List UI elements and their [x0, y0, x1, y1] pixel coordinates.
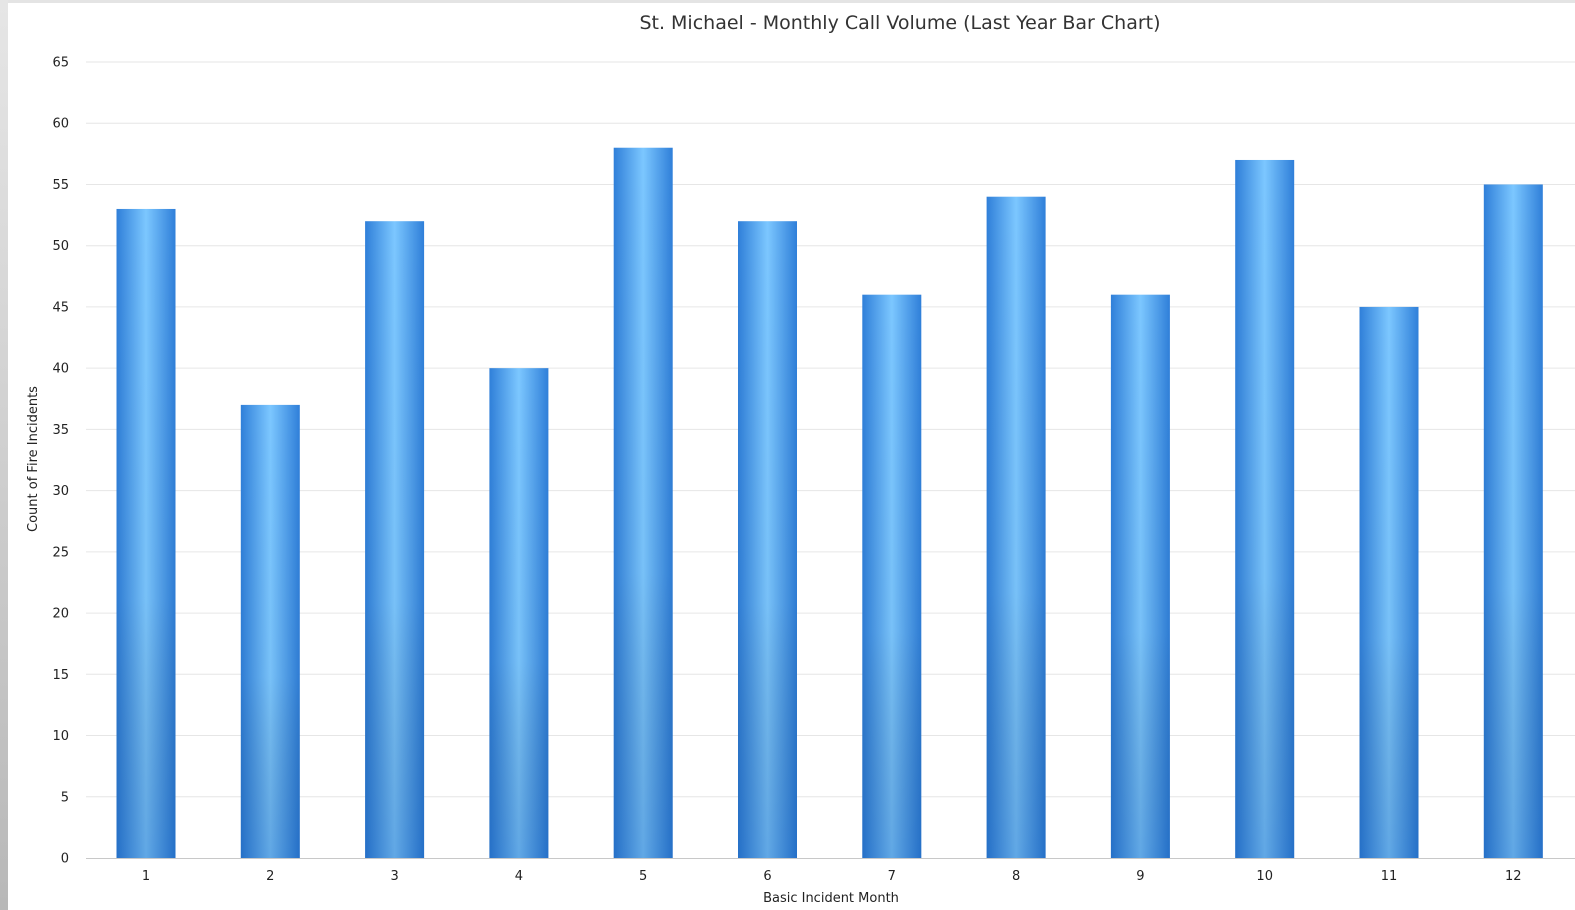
bar-12[interactable] [1483, 184, 1543, 858]
gridlines [86, 61, 1575, 859]
bar-shade [986, 196, 1046, 858]
bar-shade [1483, 184, 1543, 858]
y-tick-label: 20 [52, 607, 69, 622]
bar-shade [1110, 294, 1170, 859]
y-tick-label: 0 [61, 852, 69, 867]
bar-shade [240, 404, 300, 858]
bar-10[interactable] [1235, 159, 1295, 858]
x-tick-label: 6 [763, 869, 771, 884]
y-tick-label: 30 [52, 484, 69, 499]
bar-2[interactable] [240, 404, 300, 858]
bar-shade [489, 368, 549, 858]
y-tick-label: 55 [52, 178, 69, 193]
x-axis-title: Basic Incident Month [763, 891, 899, 906]
y-axis-title: Count of Fire Incidents [26, 386, 41, 532]
x-tick-label: 3 [390, 869, 398, 884]
bar-shade [116, 208, 176, 858]
y-tick-label: 15 [52, 668, 69, 683]
bar-1[interactable] [116, 208, 176, 858]
bar-shade [1235, 159, 1295, 858]
bar-3[interactable] [365, 221, 425, 858]
y-tick-label: 40 [52, 362, 69, 377]
bar-8[interactable] [986, 196, 1046, 858]
y-tick-label: 60 [52, 117, 69, 132]
window-left-edge [0, 0, 8, 910]
x-tick-label: 5 [639, 869, 647, 884]
bar-11[interactable] [1359, 306, 1419, 858]
x-tick-label: 12 [1505, 869, 1522, 884]
bar-shade [613, 147, 673, 858]
bar-6[interactable] [738, 221, 797, 858]
bar-shade [862, 294, 922, 859]
x-tick-label: 7 [888, 869, 896, 884]
x-tick-label: 10 [1256, 869, 1273, 884]
chart-title: St. Michael - Monthly Call Volume (Last … [639, 12, 1160, 34]
bar-shade [1359, 306, 1419, 858]
bars [116, 147, 1543, 859]
window-top-edge [0, 0, 1575, 3]
y-tick-label: 45 [52, 300, 69, 315]
y-tick-label: 35 [52, 423, 69, 438]
x-tick-label: 8 [1012, 869, 1020, 884]
x-tick-label: 2 [266, 869, 274, 884]
bar-9[interactable] [1110, 294, 1170, 859]
bar-4[interactable] [489, 368, 549, 858]
x-tick-label: 11 [1381, 869, 1398, 884]
y-tick-label: 25 [52, 545, 69, 560]
x-tick-label: 1 [142, 869, 150, 884]
y-tick-label: 10 [52, 729, 69, 744]
bar-shade [738, 221, 797, 858]
y-tick-label: 5 [61, 790, 69, 805]
bar-shade [365, 221, 425, 858]
y-tick-label: 50 [52, 239, 69, 254]
x-tick-label: 4 [515, 869, 523, 884]
bar-5[interactable] [613, 147, 673, 858]
y-tick-label: 65 [52, 56, 69, 71]
x-tick-label: 9 [1136, 869, 1144, 884]
bar-7[interactable] [862, 294, 922, 859]
